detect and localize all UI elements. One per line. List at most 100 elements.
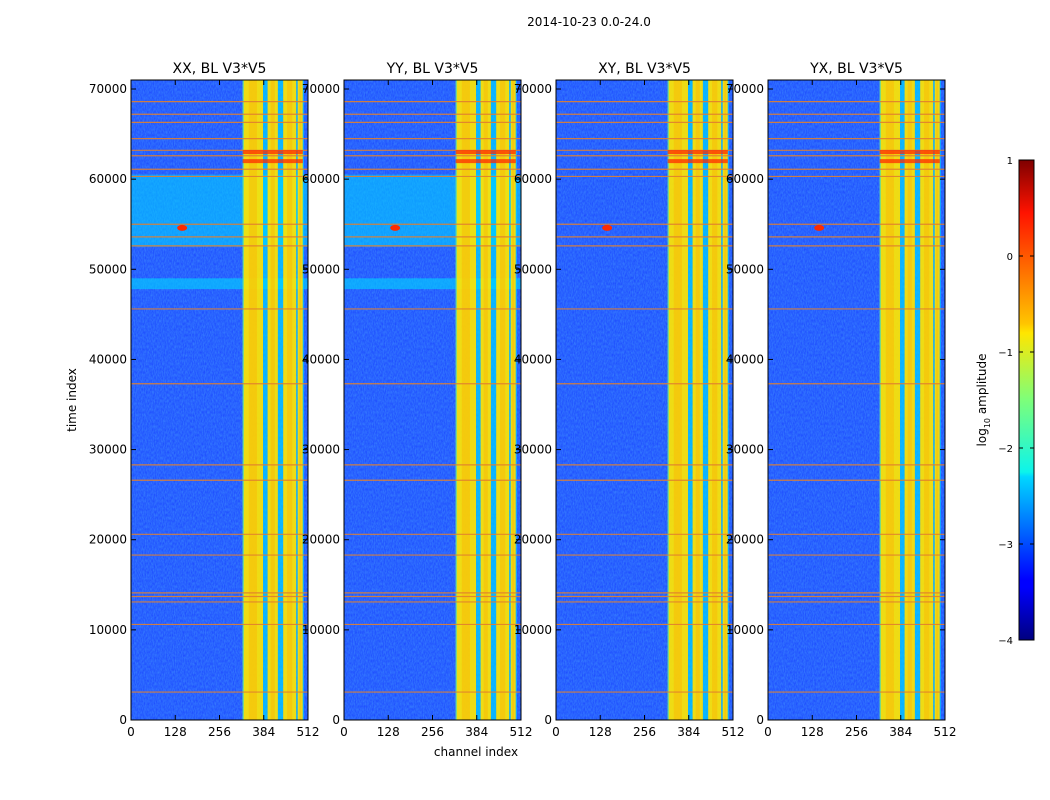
channel-band (496, 80, 510, 720)
channel-band (455, 80, 477, 720)
y-tick-label: 10000 (89, 623, 127, 637)
channel-band (879, 80, 901, 720)
channel-band-edge (455, 80, 457, 720)
peak-row (455, 150, 516, 155)
y-tick-label: 30000 (89, 443, 127, 457)
y-tick-label: 60000 (89, 172, 127, 186)
channel-band-edge (939, 80, 941, 720)
colorbar-tick-label: −4 (998, 636, 1013, 647)
channel-band (510, 80, 516, 720)
y-tick-label: 50000 (302, 262, 340, 276)
y-tick-label: 30000 (726, 443, 764, 457)
x-tick-label: 512 (722, 725, 745, 739)
channel-band (722, 80, 728, 720)
colorbar-tick-label: −1 (998, 348, 1013, 359)
y-tick-label: 20000 (726, 533, 764, 547)
peak-row (242, 150, 303, 155)
y-tick-label: 0 (756, 713, 764, 727)
y-tick-label: 40000 (302, 352, 340, 366)
y-tick-label: 30000 (302, 443, 340, 457)
channel-band-core (724, 80, 727, 720)
colorbar-tick-label: −3 (998, 540, 1013, 551)
panel-yy: YY, BL V3*V5 0 128 256 384 512 0 10000 20000 3000… (302, 61, 533, 739)
channel-band-edge (702, 80, 709, 720)
x-tick-label: 128 (589, 725, 612, 739)
channel-band (920, 80, 934, 720)
channel-band (480, 80, 491, 720)
y-tick-label: 60000 (302, 172, 340, 186)
panel-title: XX, BL V3*V5 (173, 61, 267, 77)
y-tick-label: 0 (544, 713, 552, 727)
channel-band (692, 80, 703, 720)
x-tick-label: 384 (465, 725, 488, 739)
channel-band-edge (242, 80, 244, 720)
peak-row (879, 150, 940, 155)
y-tick-label: 70000 (89, 82, 127, 96)
channel-band (708, 80, 722, 720)
panel-title: YY, BL V3*V5 (386, 61, 479, 77)
y-tick-label: 0 (119, 713, 127, 727)
rfi-spot (390, 224, 401, 231)
channel-band-edge (476, 80, 481, 720)
channel-band (242, 80, 264, 720)
y-tick-label: 70000 (726, 82, 764, 96)
x-tick-label: 512 (297, 725, 320, 739)
x-tick-label: 256 (633, 725, 656, 739)
heatmap-rfi-region (344, 278, 521, 290)
channel-band-edge (263, 80, 268, 720)
rfi-spot (602, 224, 613, 231)
colorbar-tick-label: 0 (1007, 252, 1013, 263)
channel-band-core (248, 80, 257, 720)
peak-row (667, 150, 728, 155)
panel-xy: XY, BL V3*V5 0 128 256 384 512 0 10000 20000 3000… (514, 61, 745, 739)
channel-band-edge (914, 80, 921, 720)
x-tick-label: 512 (510, 725, 533, 739)
x-tick-label: 512 (934, 725, 957, 739)
y-tick-label: 50000 (89, 262, 127, 276)
y-tick-label: 20000 (89, 533, 127, 547)
channel-band-edge (933, 80, 935, 720)
x-tick-label: 0 (127, 725, 135, 739)
channel-band-core (287, 80, 293, 720)
channel-band-edge (727, 80, 729, 720)
channel-band-edge (879, 80, 881, 720)
x-tick-label: 128 (164, 725, 187, 739)
y-tick-label: 10000 (302, 623, 340, 637)
y-tick-label: 20000 (302, 533, 340, 547)
panel-title: XY, BL V3*V5 (598, 61, 691, 77)
y-tick-label: 50000 (514, 262, 552, 276)
channel-band-core (299, 80, 302, 720)
channel-band-edge (667, 80, 669, 720)
panel-yx: YX, BL V3*V5 0 128 256 384 512 0 10000 20000 3000… (726, 61, 957, 739)
channel-band-edge (515, 80, 517, 720)
channel-band (934, 80, 940, 720)
channel-band-core (461, 80, 470, 720)
channel-band-core (885, 80, 894, 720)
y-tick-label: 50000 (726, 262, 764, 276)
channel-band-edge (721, 80, 723, 720)
x-tick-label: 0 (764, 725, 772, 739)
channel-band-core (673, 80, 682, 720)
y-tick-label: 60000 (514, 172, 552, 186)
channel-band (297, 80, 303, 720)
x-tick-label: 256 (845, 725, 868, 739)
x-axis-label: channel index (434, 745, 518, 759)
y-tick-label: 10000 (726, 623, 764, 637)
channel-band-edge (277, 80, 284, 720)
panels: XX, BL V3*V5 0 128 256 384 512 0 10000 20000 3000… (89, 61, 957, 739)
x-tick-label: 256 (421, 725, 444, 739)
x-tick-label: 384 (677, 725, 700, 739)
y-tick-label: 40000 (514, 352, 552, 366)
channel-band-core (500, 80, 506, 720)
channel-band (667, 80, 689, 720)
x-tick-label: 384 (889, 725, 912, 739)
channel-band-edge (296, 80, 298, 720)
rfi-spot (177, 224, 188, 231)
channel-band (904, 80, 915, 720)
colorbar-ticks: 1 0 −1 −2 −3 −4 (998, 156, 1034, 647)
y-tick-label: 40000 (726, 352, 764, 366)
channel-band (267, 80, 278, 720)
channel-band-edge (302, 80, 304, 720)
y-tick-label: 40000 (89, 352, 127, 366)
